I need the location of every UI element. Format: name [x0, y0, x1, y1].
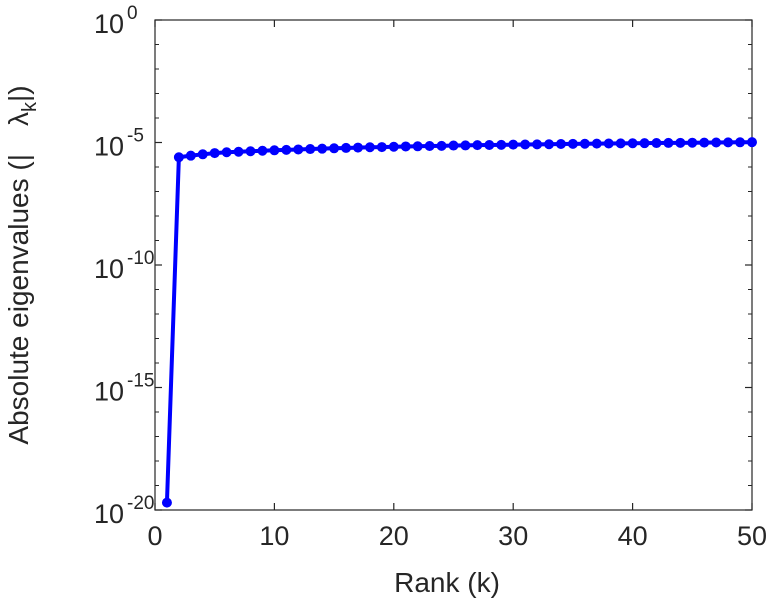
data-point	[352, 142, 363, 153]
data-point	[245, 146, 256, 157]
y-tick-exponent: -5	[127, 126, 144, 147]
data-point	[436, 140, 447, 151]
data-point	[508, 139, 519, 150]
data-point	[209, 148, 220, 159]
data-point	[591, 138, 602, 149]
data-point	[520, 139, 531, 150]
data-point	[460, 140, 471, 151]
data-point	[269, 145, 280, 156]
data-point	[735, 137, 746, 148]
data-point	[555, 138, 566, 149]
data-point	[639, 138, 650, 149]
data-point	[747, 137, 757, 148]
data-point	[388, 141, 399, 152]
plot-frame	[154, 19, 753, 511]
data-point	[341, 142, 352, 153]
data-point	[448, 140, 459, 151]
x-tick-label: 0	[147, 521, 162, 551]
data-point	[197, 149, 208, 160]
data-point	[281, 144, 292, 155]
x-tick-label: 50	[737, 521, 767, 551]
x-axis-label: Rank (k)	[394, 567, 500, 598]
data-point	[233, 146, 244, 157]
x-tick-label: 20	[379, 521, 409, 551]
data-point	[627, 138, 638, 149]
data-point	[544, 139, 555, 150]
y-tick-label: 10	[94, 9, 124, 39]
data-point	[496, 139, 507, 150]
x-tick-label: 10	[259, 521, 289, 551]
data-point	[675, 137, 686, 148]
data-point	[305, 144, 316, 155]
axis-labels: Rank (k) Absolute eigenvalues (| λk|)	[3, 85, 500, 598]
data-point	[687, 137, 698, 148]
y-tick-exponent: -20	[127, 493, 154, 514]
data-point	[663, 137, 674, 148]
data-point	[400, 141, 411, 152]
data-point	[579, 138, 590, 149]
data-point	[651, 138, 662, 149]
data-point	[364, 142, 375, 153]
data-point	[221, 147, 232, 158]
data-point	[532, 139, 543, 150]
data-point	[567, 138, 578, 149]
y-tick-label: 10	[94, 377, 124, 407]
y-tick-exponent: -10	[127, 248, 154, 269]
y-axis-label: Absolute eigenvalues (| λk|)	[3, 85, 41, 444]
data-point	[424, 140, 435, 151]
data-point	[173, 152, 184, 163]
series-line	[164, 140, 753, 503]
plot-area	[154, 19, 753, 511]
data-point	[472, 140, 483, 151]
data-point	[376, 142, 387, 153]
data-point	[412, 141, 423, 152]
data-point	[699, 137, 710, 148]
y-tick-label: 10	[94, 132, 124, 162]
y-tick-exponent: 0	[127, 3, 138, 24]
data-point	[484, 140, 495, 151]
x-tick-label: 40	[618, 521, 648, 551]
data-point	[161, 497, 172, 508]
data-point	[257, 145, 268, 156]
y-tick-label: 10	[94, 499, 124, 529]
data-point	[615, 138, 626, 149]
data-series	[161, 137, 757, 508]
data-point	[723, 137, 734, 148]
data-point	[329, 143, 340, 154]
data-point	[603, 138, 614, 149]
data-point	[317, 143, 328, 154]
data-point	[711, 137, 722, 148]
data-point	[185, 150, 196, 161]
y-tick-exponent: -15	[127, 371, 154, 392]
y-tick-label: 10	[94, 254, 124, 284]
data-point	[293, 144, 304, 155]
x-tick-label: 30	[498, 521, 528, 551]
